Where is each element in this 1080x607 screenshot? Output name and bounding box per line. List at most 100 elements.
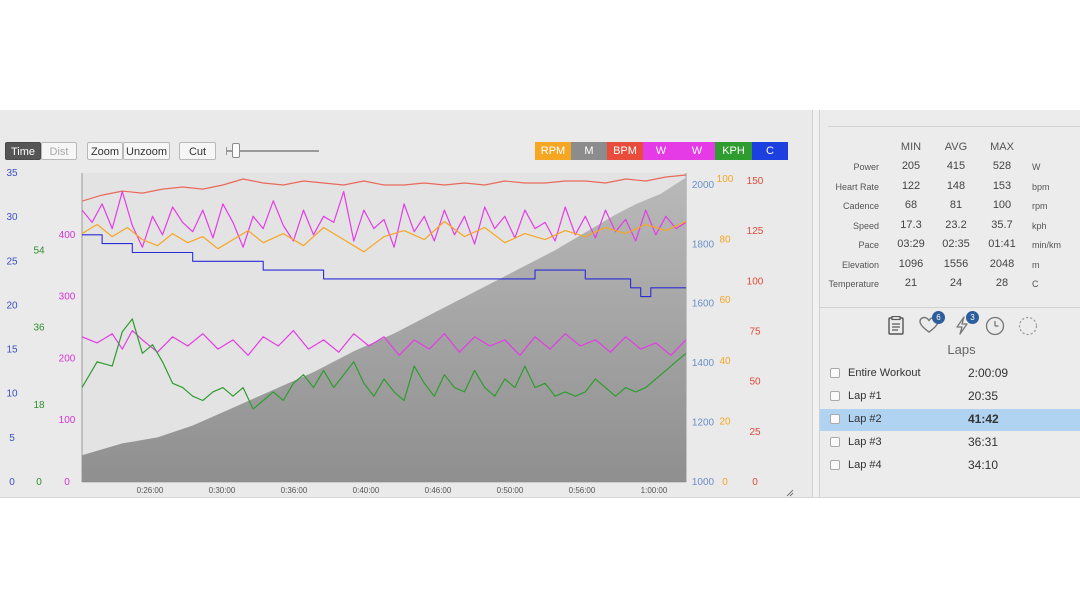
dist-toggle-button[interactable]: Dist xyxy=(41,142,77,160)
channel-chip-kph[interactable]: KPH xyxy=(715,142,752,160)
lap-row-entire-workout[interactable]: Entire Workout 2:00:09 xyxy=(820,363,1080,385)
chart-panel: Time Dist Zoom Unzoom Cut RPM M BPM W W … xyxy=(0,110,812,498)
channel-chip-rpm[interactable]: RPM xyxy=(535,142,571,160)
stats-label: Pace xyxy=(858,240,879,250)
speed-axis-tick: 54 xyxy=(33,245,45,256)
stats-min-value: 205 xyxy=(901,160,921,172)
cadence-axis-tick: 20 xyxy=(719,416,731,427)
temperature-axis-tick: 5 xyxy=(9,433,15,444)
series-speed-line xyxy=(82,318,686,410)
notes-icon[interactable] xyxy=(888,315,904,340)
elevation-axis-tick: 1400 xyxy=(692,358,715,369)
stats-avg-value: 81 xyxy=(949,199,963,211)
stats-label: Power xyxy=(853,162,879,172)
cadence-axis-tick: 60 xyxy=(719,295,731,306)
lap-time: 2:00:09 xyxy=(968,366,1009,380)
zoom-button[interactable]: Zoom xyxy=(87,142,123,160)
stats-header-avg: AVG xyxy=(944,141,968,153)
stats-unit: W xyxy=(1032,162,1041,172)
series-power-1-line xyxy=(82,190,686,248)
temperature-axis-tick: 20 xyxy=(6,300,18,311)
stats-label: Elevation xyxy=(841,260,879,270)
heart-rate-axis-tick: 50 xyxy=(749,377,761,388)
stats-avg-value: 1556 xyxy=(943,258,969,270)
heart-rate-axis-tick: 125 xyxy=(747,226,764,237)
unzoom-button[interactable]: Unzoom xyxy=(123,142,170,160)
lap-checkbox[interactable] xyxy=(830,391,840,401)
clock-icon[interactable] xyxy=(985,316,1005,341)
power-axis-tick: 0 xyxy=(64,477,70,488)
workout-chart[interactable]: 0510152025303501836540100200300400100012… xyxy=(0,110,812,498)
stats-min-value: 122 xyxy=(901,180,921,192)
stats-avg-value: 24 xyxy=(949,277,963,289)
stats-max-value: 100 xyxy=(992,199,1012,211)
cadence-axis-tick: 0 xyxy=(722,477,728,488)
x-axis-tick: 0:36:00 xyxy=(281,486,308,495)
x-axis-tick: 0:50:00 xyxy=(497,486,524,495)
temperature-axis-tick: 35 xyxy=(6,168,18,179)
stats-max-value: 01:41 xyxy=(988,238,1016,250)
stats-label: Cadence xyxy=(842,201,879,211)
series-power-2-line xyxy=(82,330,686,356)
dashed-circle-icon[interactable] xyxy=(1018,316,1038,341)
elevation-axis-tick: 1000 xyxy=(692,477,715,488)
stats-min-value: 1096 xyxy=(898,258,924,270)
resize-grip-icon xyxy=(786,489,794,497)
cadence-axis-tick: 100 xyxy=(717,174,734,185)
channel-chip-bpm[interactable]: BPM xyxy=(607,142,643,160)
channel-chip-w1[interactable]: W xyxy=(643,142,679,160)
series-cadence-line xyxy=(82,220,686,253)
cadence-axis-tick: 40 xyxy=(719,356,731,367)
lap-time: 41:42 xyxy=(968,412,999,426)
lap-row-3[interactable]: Lap #3 36:31 xyxy=(820,432,1080,454)
lap-row-4[interactable]: Lap #4 34:10 xyxy=(820,455,1080,477)
elevation-axis-tick: 1600 xyxy=(692,299,715,310)
power-bolt-badge: 3 xyxy=(966,311,979,324)
x-axis-tick: 0:30:00 xyxy=(209,486,236,495)
stats-max-value: 2048 xyxy=(989,258,1015,270)
temperature-axis-tick: 10 xyxy=(6,389,18,400)
heart-rate-axis-tick: 100 xyxy=(747,276,764,287)
channel-chip-c[interactable]: C xyxy=(752,142,788,160)
stats-header-min: MIN xyxy=(900,141,922,153)
stats-divider xyxy=(820,307,1080,308)
lap-row-1[interactable]: Lap #1 20:35 xyxy=(820,386,1080,408)
stats-label: Heart Rate xyxy=(835,182,879,192)
stats-min-value: 68 xyxy=(904,199,918,211)
stats-label: Temperature xyxy=(828,279,879,289)
lap-checkbox[interactable] xyxy=(830,460,840,470)
lap-checkbox[interactable] xyxy=(830,368,840,378)
stats-header-max: MAX xyxy=(990,141,1014,153)
speed-axis-tick: 18 xyxy=(33,400,45,411)
power-axis-tick: 100 xyxy=(59,415,76,426)
lap-row-2[interactable]: Lap #2 41:42 xyxy=(820,409,1080,431)
lap-time: 36:31 xyxy=(968,435,999,449)
speed-axis-tick: 36 xyxy=(33,323,45,334)
time-toggle-button[interactable]: Time xyxy=(5,142,41,160)
stats-unit: C xyxy=(1032,279,1039,289)
lap-time: 20:35 xyxy=(968,389,999,403)
temperature-axis-tick: 25 xyxy=(6,256,18,267)
stats-avg-value: 415 xyxy=(946,160,966,172)
power-bolt-icon[interactable] xyxy=(954,316,970,340)
stats-avg-value: 02:35 xyxy=(942,238,970,250)
lap-checkbox[interactable] xyxy=(830,437,840,447)
lap-name: Lap #2 xyxy=(848,413,882,425)
window-bottom-border xyxy=(0,497,1080,498)
zoom-slider-tick xyxy=(226,147,227,155)
lap-name: Lap #1 xyxy=(848,390,882,402)
workout-analysis-window: Time Dist Zoom Unzoom Cut RPM M BPM W W … xyxy=(0,110,1080,498)
lap-checkbox[interactable] xyxy=(830,414,840,424)
panel-divider[interactable] xyxy=(812,110,820,498)
stats-max-value: 528 xyxy=(992,160,1012,172)
temperature-axis-tick: 15 xyxy=(6,345,18,356)
heart-rate-axis-tick: 150 xyxy=(747,176,764,187)
zoom-slider-thumb[interactable] xyxy=(232,143,240,158)
channel-chip-w2[interactable]: W xyxy=(679,142,715,160)
stats-min-value: 21 xyxy=(904,277,918,289)
stats-label: Speed xyxy=(852,221,879,231)
cut-button[interactable]: Cut xyxy=(179,142,216,160)
channel-chip-m[interactable]: M xyxy=(571,142,607,160)
stats-unit: bpm xyxy=(1032,182,1050,192)
zoom-slider-track[interactable] xyxy=(226,150,319,152)
